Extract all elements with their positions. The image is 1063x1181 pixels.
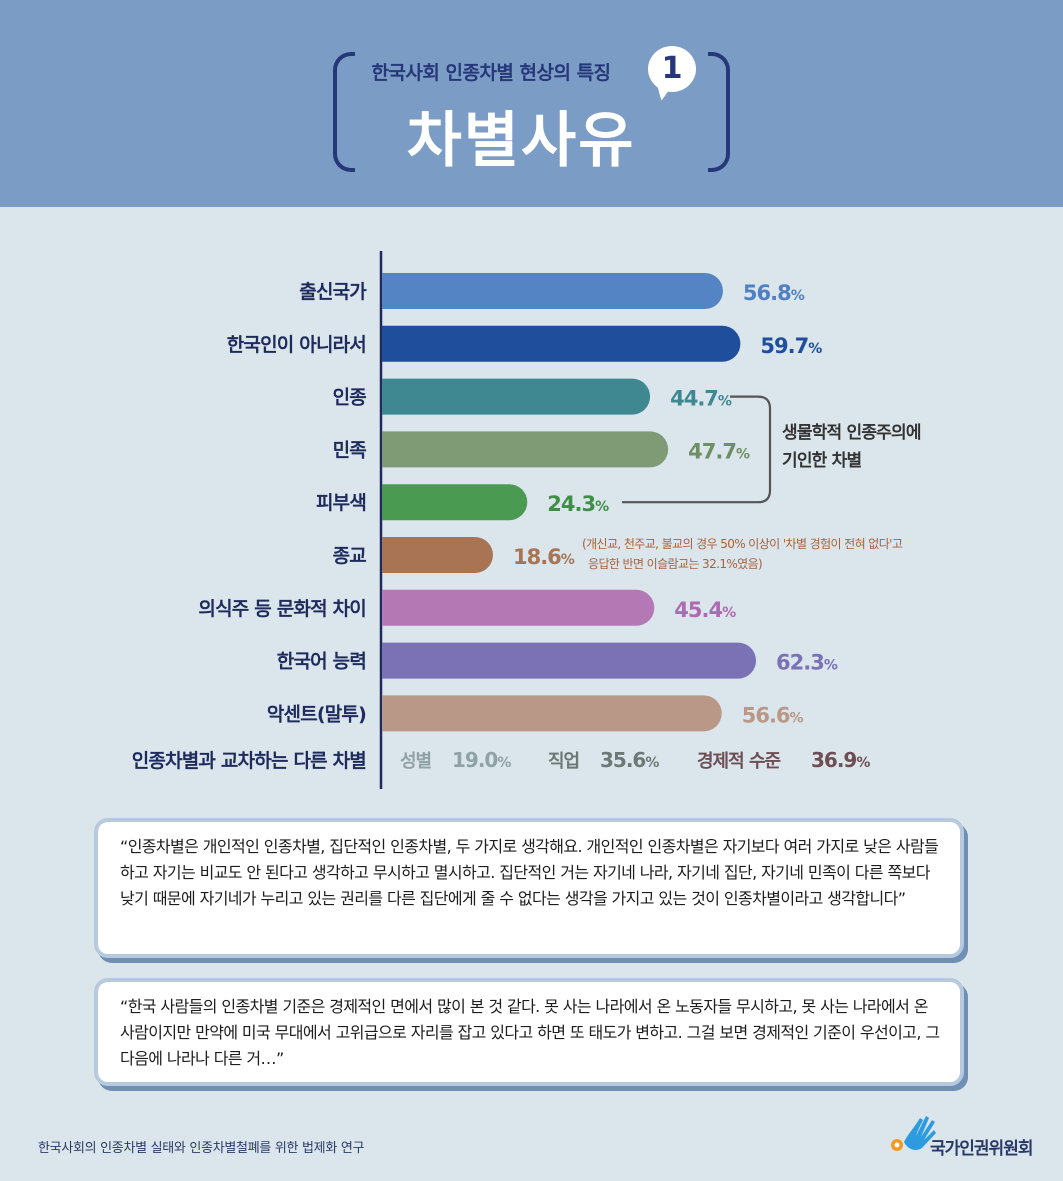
category-label: 의식주 등 문화적 차이 bbox=[198, 598, 366, 620]
bar bbox=[382, 325, 741, 362]
bar bbox=[382, 695, 722, 732]
value-label: 18.6% bbox=[513, 545, 575, 569]
right-bracket bbox=[708, 52, 730, 172]
category-label: 한국어 능력 bbox=[277, 651, 366, 673]
value-label: 24.3% bbox=[547, 492, 609, 516]
quote-box-1: “인종차별은 개인적인 인종차별, 집단적인 인종차별, 두 가지로 생각해요.… bbox=[94, 818, 964, 958]
intersect-name: 경제적 수준 bbox=[697, 751, 781, 772]
bar bbox=[382, 642, 757, 679]
intersect-name: 성별 bbox=[400, 751, 432, 772]
category-label: 한국인이 아니라서 bbox=[227, 334, 366, 356]
quote-text-2: “한국 사람들의 인종차별 기준은 경제적인 면에서 많이 본 것 같다. 못 … bbox=[120, 997, 940, 1068]
value-unit: % bbox=[561, 552, 575, 568]
bar bbox=[382, 484, 528, 521]
bracket-label-line-1: 생물학적 인종주의에 bbox=[782, 423, 921, 443]
value-unit: % bbox=[718, 394, 732, 410]
category-label: 출신국가 bbox=[299, 281, 367, 303]
category-label: 인종 bbox=[333, 387, 367, 409]
intersect-label: 인종차별과 교차하는 다른 차별 bbox=[132, 750, 367, 772]
left-bracket bbox=[333, 52, 355, 172]
intersect-unit: % bbox=[497, 755, 511, 771]
bar bbox=[382, 589, 655, 626]
value-unit: % bbox=[790, 710, 804, 726]
header-banner: 한국사회 인종차별 현상의 특징 1 차별사유 bbox=[0, 0, 1063, 207]
bar-chart: 출신국가 56.8% 한국인이 아니라서 59.7% 인종 44.7% 민족 47.7% 피부색… bbox=[132, 251, 922, 789]
number-bubble: 1 bbox=[648, 46, 696, 92]
page-title: 차별사유 bbox=[406, 106, 636, 176]
category-label: 악센트(말투) bbox=[267, 703, 366, 725]
category-label: 민족 bbox=[333, 439, 367, 461]
intersect-value: 36.9% bbox=[811, 748, 870, 772]
quote-box-2: “한국 사람들의 인종차별 기준은 경제적인 면에서 많이 본 것 같다. 못 … bbox=[94, 978, 964, 1086]
intersect-unit: % bbox=[645, 755, 659, 771]
intersect-value: 35.6% bbox=[600, 748, 659, 772]
value-unit: % bbox=[791, 288, 805, 304]
value-unit: % bbox=[808, 341, 822, 357]
value-label: 45.4% bbox=[674, 598, 736, 622]
bar bbox=[382, 378, 651, 415]
value-unit: % bbox=[595, 499, 609, 515]
group-bracket bbox=[622, 395, 772, 504]
value-unit: % bbox=[722, 605, 736, 621]
value-label: 62.3% bbox=[776, 651, 838, 675]
bracket-label-line-2: 기인한 차별 bbox=[782, 451, 861, 471]
quote-text-1: “인종차별은 개인적인 인종차별, 집단적인 인종차별, 두 가지로 생각해요.… bbox=[120, 837, 939, 908]
bar bbox=[382, 273, 723, 309]
logo-text: 국가인권위원회 bbox=[930, 1139, 1033, 1159]
value-label: 47.7% bbox=[688, 439, 750, 463]
intersect-value: 19.0% bbox=[452, 748, 511, 772]
page-subtitle: 한국사회 인종차별 현상의 특징 bbox=[371, 62, 611, 84]
bar bbox=[382, 431, 669, 468]
value-label: 44.7% bbox=[670, 387, 732, 411]
religion-note-line-2: 응답한 반면 이슬람교는 32.1%였음) bbox=[588, 557, 762, 571]
value-label: 59.7% bbox=[760, 334, 822, 358]
category-label: 종교 bbox=[333, 545, 367, 567]
religion-note-line-1: (개신교, 천주교, 불교의 경우 50% 이상이 '차별 경험이 전혀 없다'… bbox=[582, 536, 903, 551]
intersect-name: 직업 bbox=[548, 751, 579, 772]
value-unit: % bbox=[824, 658, 838, 674]
intersect-unit: % bbox=[856, 755, 870, 771]
source-citation: 한국사회의 인종차별 실태와 인종차별철폐를 위한 법제화 연구 bbox=[38, 1141, 365, 1156]
hand-logo-icon bbox=[891, 1116, 936, 1151]
bar bbox=[382, 537, 493, 573]
value-unit: % bbox=[736, 446, 750, 462]
value-label: 56.8% bbox=[743, 281, 805, 305]
value-label: 56.6% bbox=[742, 703, 804, 727]
category-label: 피부색 bbox=[316, 492, 366, 514]
